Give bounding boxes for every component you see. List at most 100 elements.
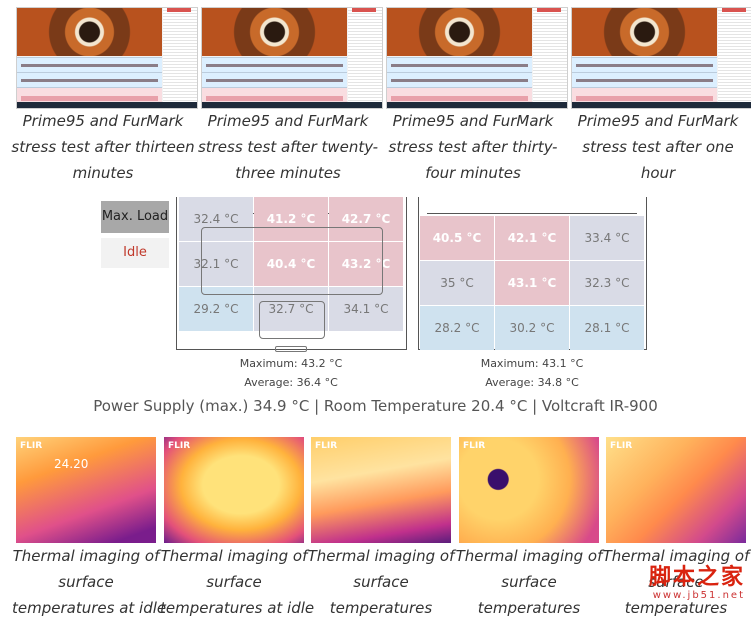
heatmap-cell: 32.4 °C bbox=[179, 197, 253, 241]
thermal-image-3[interactable]: FLIR bbox=[311, 437, 451, 543]
thermal-caption-4: Thermal imaging of surface temperatures bbox=[455, 543, 603, 621]
thermal-photo bbox=[202, 8, 347, 56]
thermal-image-1[interactable]: FLIR 24.20 bbox=[16, 437, 156, 543]
heatmap-cell: 42.7 °C bbox=[329, 197, 403, 241]
caption-line: stress test after one hour bbox=[582, 138, 734, 182]
heatmap-grid: 40.5 °C 42.1 °C 33.4 °C 35 °C 43.1 °C 32… bbox=[420, 216, 644, 350]
heatmap-cell: 40.5 °C bbox=[420, 216, 494, 260]
idle-button[interactable]: Idle bbox=[101, 238, 169, 268]
average-temp: Average: 36.4 °C bbox=[244, 376, 338, 389]
watermark: 脚本之家 www.jb51.net bbox=[649, 566, 745, 602]
flir-logo: FLIR bbox=[610, 441, 633, 451]
graph-strip bbox=[17, 72, 162, 87]
screenshot-caption-4: Prime95 and FurMark stress test after on… bbox=[563, 108, 751, 186]
taskbar bbox=[17, 102, 197, 108]
heatmap-cell: 41.2 °C bbox=[254, 197, 328, 241]
caption-line: surface bbox=[353, 573, 409, 591]
screenshot-caption-3: Prime95 and FurMark stress test after th… bbox=[378, 108, 568, 186]
caption-line: Thermal imaging of bbox=[602, 547, 750, 565]
graph-strip bbox=[387, 57, 532, 72]
graph-strip bbox=[387, 87, 532, 102]
caption-line: four minutes bbox=[425, 164, 521, 182]
graph-strip bbox=[202, 87, 347, 102]
heatmap-cell: 43.2 °C bbox=[329, 242, 403, 286]
caption-line: stress test after thirteen bbox=[11, 138, 195, 156]
taskbar bbox=[387, 102, 567, 108]
maximum-temp: Maximum: 43.2 °C bbox=[239, 357, 343, 370]
caption-line: surface bbox=[501, 573, 557, 591]
caption-line: temperatures bbox=[329, 599, 433, 617]
graph-strip bbox=[387, 72, 532, 87]
sensor-panel bbox=[348, 8, 382, 108]
caption-line: temperatures bbox=[477, 599, 581, 617]
screenshot-thumb-4[interactable] bbox=[571, 7, 751, 109]
flir-logo: FLIR bbox=[168, 441, 191, 451]
graph-strip bbox=[17, 87, 162, 102]
caption-line: surface bbox=[206, 573, 262, 591]
caption-line: stress test after twenty- bbox=[197, 138, 379, 156]
heatmap-cell: 32.3 °C bbox=[570, 261, 644, 305]
sensor-panel bbox=[163, 8, 197, 108]
keyboard-outline bbox=[201, 227, 383, 295]
thermal-image-2[interactable]: FLIR bbox=[164, 437, 304, 543]
heatmap-cell: 32.1 °C bbox=[179, 242, 253, 286]
screenshot-thumb-1[interactable] bbox=[16, 7, 198, 109]
thermal-photo bbox=[572, 8, 717, 56]
caption-line: Prime95 and FurMark bbox=[577, 112, 739, 130]
screenshot-thumb-3[interactable] bbox=[386, 7, 568, 109]
heatmap-1-stats: Maximum: 43.2 °C Average: 36.4 °C bbox=[176, 354, 406, 392]
touchpad-outline bbox=[259, 301, 325, 339]
caption-line: surface bbox=[648, 573, 704, 591]
flir-logo: FLIR bbox=[20, 441, 43, 451]
caption-line: Thermal imaging of bbox=[455, 547, 603, 565]
graph-strip bbox=[572, 87, 717, 102]
caption-line: Thermal imaging of bbox=[160, 547, 308, 565]
screenshot-caption-1: Prime95 and FurMark stress test after th… bbox=[8, 108, 198, 186]
heatmap-2-stats: Maximum: 43.1 °C Average: 34.8 °C bbox=[417, 354, 647, 392]
heatmap-cell: 43.1 °C bbox=[495, 261, 569, 305]
thermal-caption-1: Thermal imaging of surface temperatures … bbox=[12, 543, 166, 621]
screenshot-thumb-2[interactable] bbox=[201, 7, 383, 109]
heatmap-cell: 30.2 °C bbox=[495, 306, 569, 350]
power-supply-summary: Power Supply (max.) 34.9 °C | Room Tempe… bbox=[93, 397, 658, 415]
graph-strip bbox=[17, 57, 162, 72]
graph-strip bbox=[202, 72, 347, 87]
caption-line: Prime95 and FurMark bbox=[207, 112, 369, 130]
caption-line: Thermal imaging of bbox=[12, 547, 160, 565]
screenshot-caption-2: Prime95 and FurMark stress test after tw… bbox=[193, 108, 383, 186]
thermal-photo bbox=[17, 8, 162, 56]
thermal-caption-2: Thermal imaging of surface temperatures … bbox=[160, 543, 315, 621]
flir-logo: FLIR bbox=[463, 441, 486, 451]
thermal-photo bbox=[387, 8, 532, 56]
caption-line: Prime95 and FurMark bbox=[22, 112, 184, 130]
thermal-caption-3: Thermal imaging of surface temperatures bbox=[307, 543, 455, 621]
taskbar bbox=[202, 102, 382, 108]
caption-line: stress test after thirty- bbox=[388, 138, 558, 156]
thermal-image-5[interactable]: FLIR bbox=[606, 437, 746, 543]
graph-strip bbox=[572, 57, 717, 72]
heatmap-cell: 28.2 °C bbox=[420, 306, 494, 350]
maximum-temp: Maximum: 43.1 °C bbox=[480, 357, 584, 370]
taskbar bbox=[572, 102, 751, 108]
graph-strip bbox=[202, 57, 347, 72]
caption-line: minutes bbox=[72, 164, 134, 182]
graph-strip bbox=[572, 72, 717, 87]
sensor-panel bbox=[718, 8, 751, 108]
caption-line: surface bbox=[58, 573, 114, 591]
temperature-readout: 24.20 bbox=[54, 457, 89, 471]
heatmap-bottom-side: 40.5 °C 42.1 °C 33.4 °C 35 °C 43.1 °C 32… bbox=[418, 197, 647, 350]
watermark-url: www.jb51.net bbox=[652, 590, 745, 601]
heatmap-cell: 28.1 °C bbox=[570, 306, 644, 350]
caption-line: temperatures at idle bbox=[160, 599, 315, 617]
heatmap-cell: 35 °C bbox=[420, 261, 494, 305]
max-load-button[interactable]: Max. Load bbox=[101, 201, 169, 233]
heatmap-cell: 33.4 °C bbox=[570, 216, 644, 260]
screen-hinge bbox=[427, 197, 637, 214]
caption-line: Prime95 and FurMark bbox=[392, 112, 554, 130]
front-notch bbox=[275, 346, 307, 352]
caption-line: three minutes bbox=[235, 164, 341, 182]
caption-line: Thermal imaging of bbox=[307, 547, 455, 565]
thermal-image-4[interactable]: FLIR bbox=[459, 437, 599, 543]
heatmap-cell: 42.1 °C bbox=[495, 216, 569, 260]
sensor-panel bbox=[533, 8, 567, 108]
